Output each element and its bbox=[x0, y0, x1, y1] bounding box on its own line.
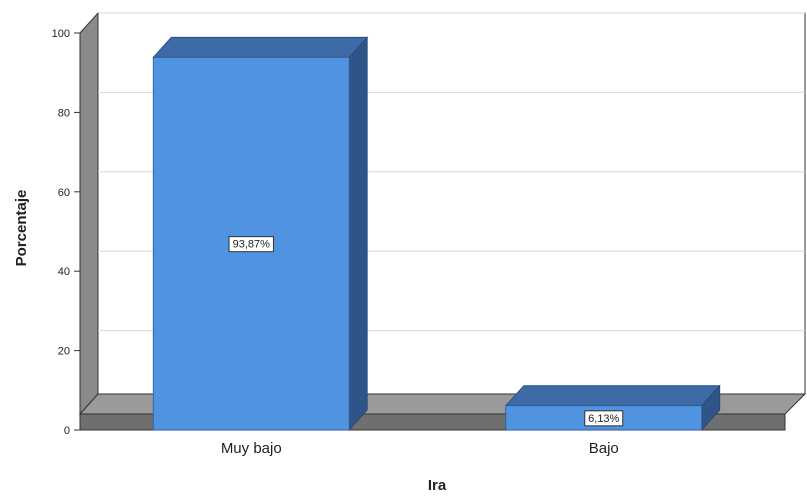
left-wall bbox=[79, 11, 99, 416]
y-tick-label: 80 bbox=[58, 107, 70, 119]
data-labels: 93,87% 6,13% bbox=[228, 236, 624, 427]
y-axis-title: Porcentaje bbox=[13, 190, 30, 267]
y-tick-label: 100 bbox=[52, 28, 70, 40]
y-axis-ticks: 0 20 40 60 80 100 bbox=[52, 28, 81, 437]
data-label: 93,87% bbox=[233, 239, 271, 251]
data-label-box bbox=[228, 236, 274, 253]
x-tick-label: Muy bajo bbox=[221, 440, 282, 457]
x-tick-label: Bajo bbox=[589, 440, 619, 457]
data-label-box bbox=[584, 410, 624, 427]
y-tick-label: 0 bbox=[64, 425, 70, 437]
y-tick-label: 20 bbox=[58, 346, 70, 358]
data-label: 6,13% bbox=[588, 413, 619, 425]
y-tick-label: 60 bbox=[58, 187, 70, 199]
y-tick-label: 40 bbox=[58, 266, 70, 278]
bar-top bbox=[504, 385, 721, 407]
bar-top bbox=[152, 36, 369, 58]
bar-side bbox=[348, 36, 368, 432]
x-axis-title: Ira bbox=[428, 477, 447, 494]
x-axis-categories: Muy bajo Bajo bbox=[221, 440, 619, 457]
bars bbox=[152, 36, 721, 432]
